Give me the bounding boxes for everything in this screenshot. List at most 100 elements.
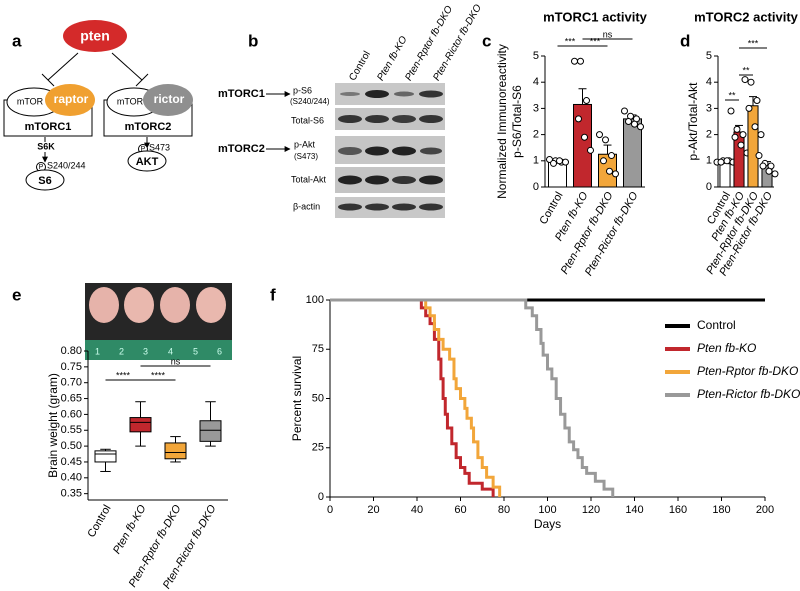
raptor-node	[45, 84, 95, 116]
x-tick-label: Control	[85, 503, 113, 540]
inhibition-bar	[135, 73, 149, 87]
data-point	[751, 123, 759, 131]
node-label: pten	[80, 28, 110, 44]
data-point	[765, 167, 773, 175]
ruler-label: 5	[193, 346, 198, 356]
phospho-label: P	[141, 146, 146, 153]
y-tick-label: 4	[533, 76, 539, 88]
site-label: S240/244	[47, 160, 86, 170]
y-tick-label: 50	[312, 392, 324, 404]
y-tick-label: 0.65	[61, 392, 82, 404]
complex-label: mTORC2	[218, 143, 265, 155]
box	[199, 420, 222, 442]
x-tick-label: 40	[411, 504, 423, 516]
inhibition	[111, 52, 143, 81]
data-point	[731, 133, 739, 141]
data-point	[771, 170, 779, 178]
site-label: S473	[149, 142, 170, 152]
significance-label: ***	[565, 36, 576, 46]
survival-curve	[330, 298, 502, 497]
y-tick-label: 0	[706, 181, 712, 193]
data-point	[562, 158, 569, 166]
row-site: (S240/244)	[290, 97, 330, 106]
significance-label: ns	[171, 356, 181, 366]
node-label: raptor	[54, 92, 89, 106]
bar	[747, 105, 759, 188]
substrate-node	[127, 150, 167, 172]
x-axis-label: Days	[534, 517, 561, 531]
row-label: Total-S6	[291, 115, 324, 125]
y-tick-label: 5	[706, 50, 712, 62]
data-point	[596, 131, 603, 139]
data-point	[625, 118, 632, 125]
significance-label: ***	[748, 38, 759, 48]
y-tick-label: 25	[312, 442, 324, 454]
data-point	[727, 107, 735, 115]
data-point	[608, 152, 615, 160]
data-point	[571, 57, 578, 65]
y-axis-label: p-S6/Total-S6	[510, 85, 524, 158]
node-label: S6	[38, 175, 51, 187]
data-point	[583, 97, 590, 105]
data-point	[577, 57, 584, 65]
data-point	[631, 120, 638, 128]
row-label: p-Akt	[294, 139, 316, 149]
inhibition	[47, 52, 79, 81]
y-axis-label: Normalized Immunoreactivity	[495, 44, 509, 199]
y-tick-label: 5	[533, 50, 539, 62]
pathway-diagram: pten mTOR raptor mTORC1 mTOR rictor mTOR…	[3, 20, 193, 191]
data-point	[733, 125, 741, 133]
panel-letter: a	[12, 31, 22, 50]
y-tick-label: 0	[533, 181, 539, 193]
x-tick-label: 140	[625, 504, 643, 516]
y-axis-label: p-Akt/Total-Akt	[686, 82, 700, 161]
substrate-node	[25, 169, 65, 191]
y-tick-label: 75	[312, 343, 324, 355]
legend-label: Pten fb-KO	[697, 341, 756, 355]
data-point	[747, 78, 755, 86]
node-label: rictor	[154, 92, 185, 106]
y-tick-label: 0.45	[61, 456, 82, 468]
x-tick-label: 160	[669, 504, 687, 516]
kinase-label: S6K	[37, 141, 55, 151]
y-tick-label: 2	[533, 129, 539, 141]
row-site: (S473)	[294, 152, 318, 161]
data-point	[757, 131, 765, 139]
x-tick-label: 120	[582, 504, 600, 516]
data-point	[581, 133, 588, 141]
y-tick-label: 0.50	[61, 440, 82, 452]
data-point	[600, 157, 607, 165]
complex-label: mTORC1	[218, 88, 265, 100]
data-point	[556, 157, 563, 165]
data-point	[737, 141, 745, 149]
x-tick-label: 20	[367, 504, 379, 516]
row-label: p-S6	[293, 85, 312, 95]
data-point	[755, 152, 763, 160]
node-label: mTOR	[117, 96, 144, 106]
legend-label: Pten-Rptor fb-DKO	[697, 364, 798, 378]
box	[129, 417, 152, 433]
x-tick-label: 100	[538, 504, 556, 516]
node-label: AKT	[136, 156, 159, 168]
box	[94, 450, 117, 463]
y-tick-label: 0.40	[61, 472, 82, 484]
significance-label: ****	[151, 370, 166, 380]
data-point	[637, 123, 644, 131]
x-tick-label: 60	[454, 504, 466, 516]
rictor-node	[143, 84, 193, 116]
chart-title: mTORC2 activity	[694, 9, 799, 24]
legend-label: Pten-Rictor fb-DKO	[697, 387, 800, 401]
box	[164, 442, 187, 460]
y-tick-label: 3	[706, 102, 712, 114]
blot-strips	[335, 83, 445, 218]
panel-letter: f	[270, 285, 276, 304]
data-point	[741, 76, 749, 84]
pten-node	[63, 20, 127, 52]
ruler-label: 3	[143, 346, 148, 356]
ruler-label: 6	[217, 346, 222, 356]
data-point	[753, 97, 761, 105]
ruler-label: 1	[95, 346, 100, 356]
y-tick-label: 0.75	[61, 361, 82, 373]
x-tick-label: 200	[756, 504, 774, 516]
y-tick-label: 0.55	[61, 424, 82, 436]
